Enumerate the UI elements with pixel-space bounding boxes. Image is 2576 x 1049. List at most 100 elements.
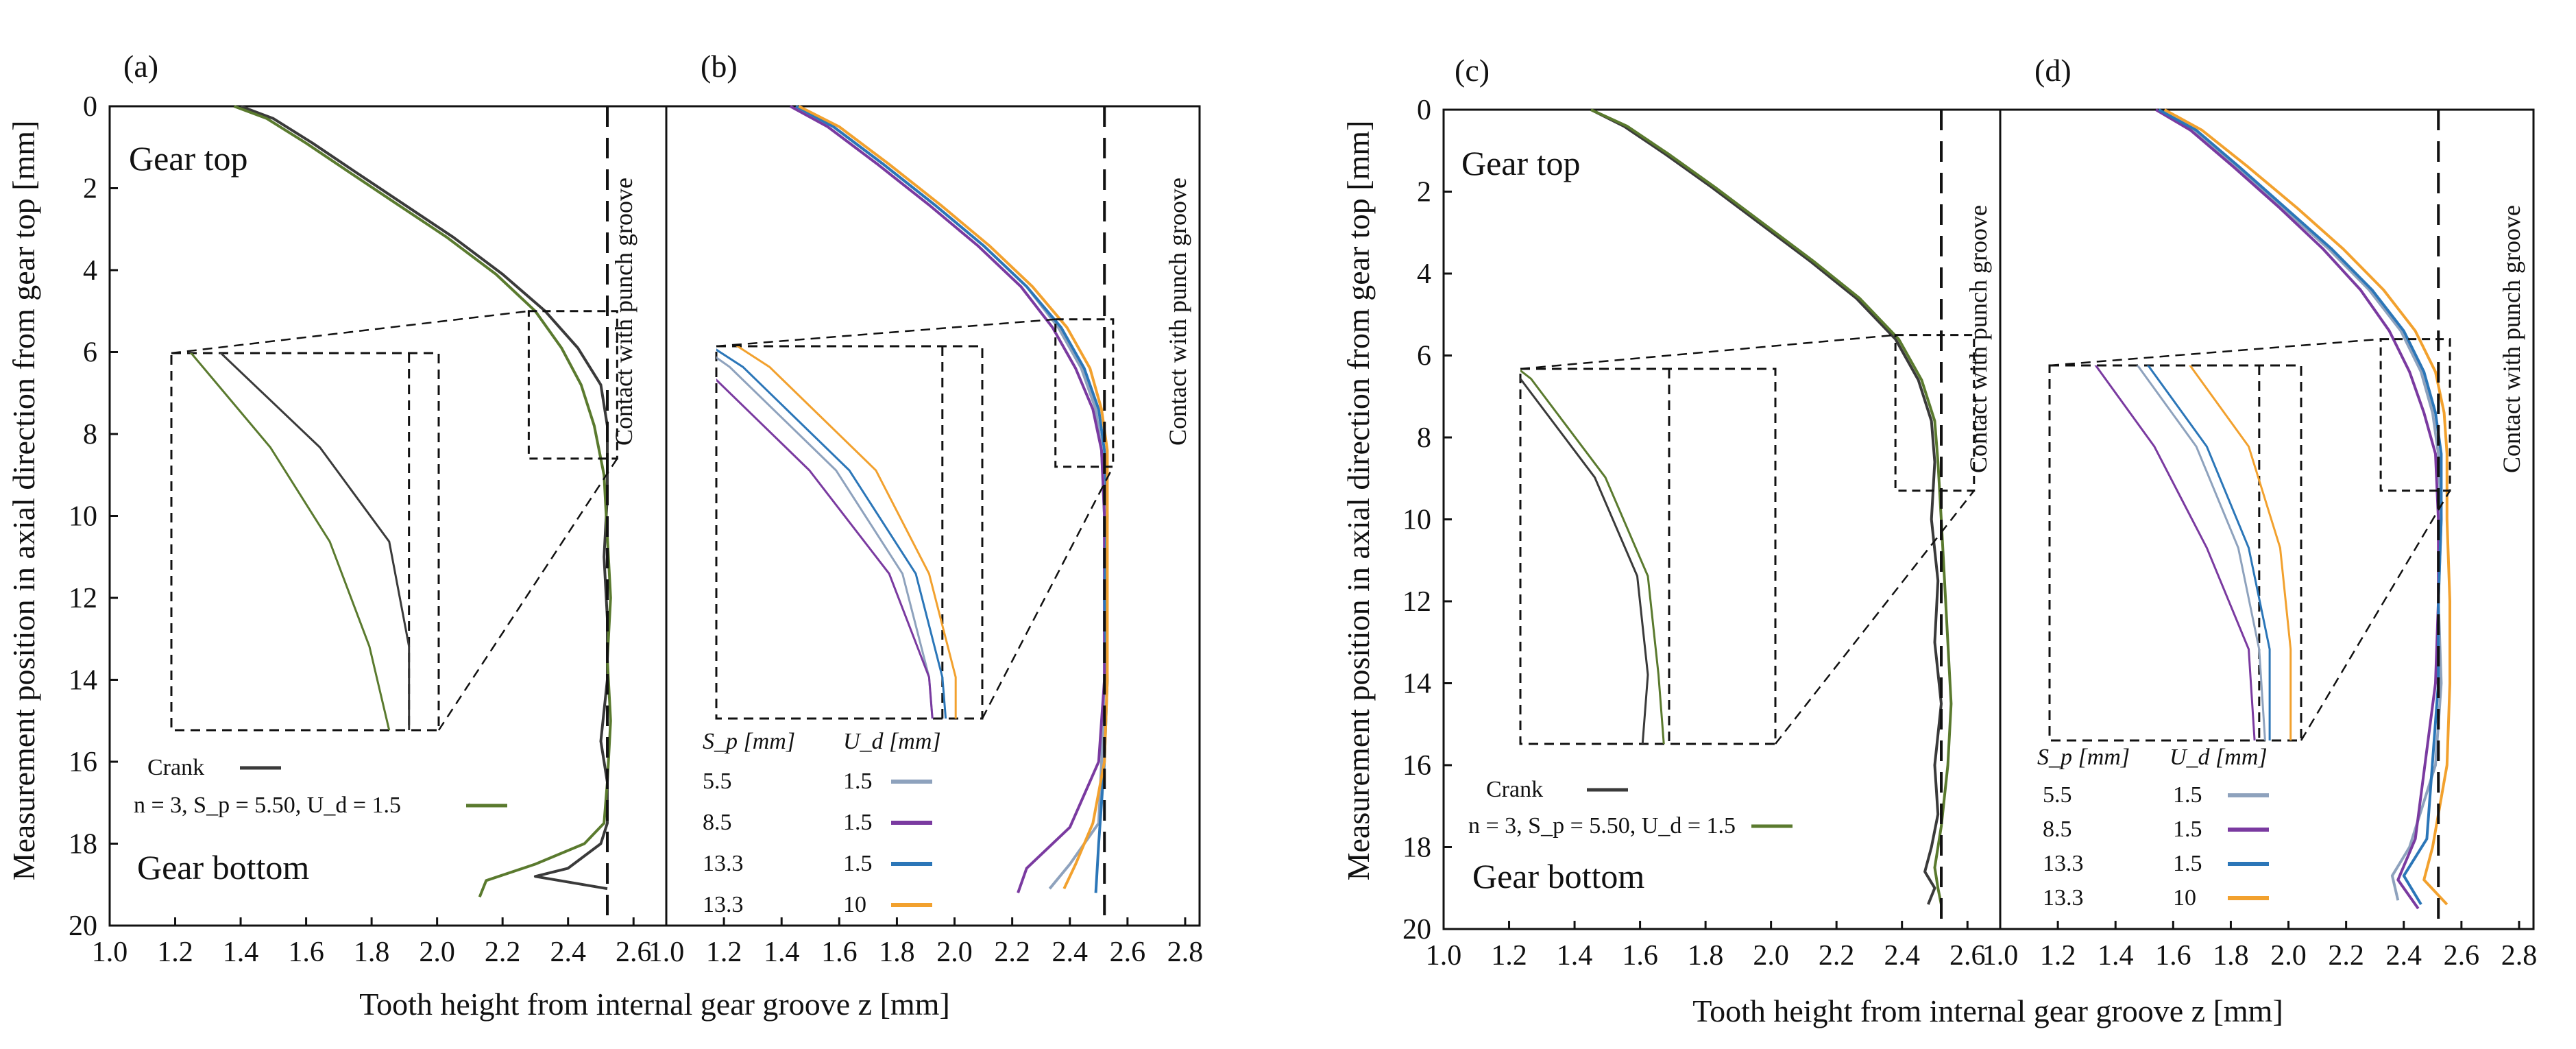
panel-a-ytick-label: 2 [83,173,97,205]
panel-b-contact-label: Contact with punch groove [1164,178,1191,446]
panel-c-ytick-label: 18 [1402,832,1431,864]
panel-d-inset-series-0 [2136,365,2266,740]
panel-c-contact-label: Contact with punch groove [1965,205,1992,473]
panel-a-xtick-label: 2.0 [419,937,455,968]
panel-c-zoom-source-box [1894,334,1976,492]
panel-d-legend-ud-1: 1.5 [2173,817,2202,842]
panel-d-zoom-source-box [2379,338,2451,492]
panel-a-zoom-source-box [527,310,618,460]
panel-b-inset [715,318,1114,720]
panel-c-series-line-0 [1590,108,1943,905]
panel-d-series-line-2 [2158,108,2443,906]
panel-b-legend-sp-0: 5.5 [703,769,732,794]
panel-c-xtick-label: 2.4 [1884,940,1920,972]
panel-c-label: (c) [1455,53,1490,88]
panel-c-xtick-label: 1.8 [1688,940,1724,972]
panel-d-xtick-label: 1.0 [1982,940,2019,972]
panel-d-inset [2048,338,2451,742]
panel-c-legend: Crank n = 3, S_p = 5.50, U_d = 1.5 [1468,777,1793,839]
panel-c-gear-top: Gear top [1461,144,1581,182]
y-axis-title-left: Measurement position in axial direction … [6,121,41,881]
panel-d-inset-connector [2300,490,2451,741]
panel-b-label: (b) [701,49,738,84]
panel-d-legend-ud-3: 10 [2173,885,2196,911]
panel-b-series-line-3 [798,105,1109,890]
panel-b-xtick-label: 2.2 [994,937,1030,968]
panel-b-xtick-label: 1.0 [648,937,685,968]
panel-b-xtick-label: 1.8 [879,937,915,968]
panel-a-ticks: 1.0 1.2 1.4 1.6 1.8 2.0 2.2 2.4 2.6 0 2 4 6 8 10 12 14 16… [69,91,651,968]
panel-d-xtick-label: 1.2 [2040,940,2076,972]
panel-b-inset-series-1 [716,378,934,719]
panel-b-zoom-source-box [1054,318,1115,468]
panel-b-legend-ud-0: 1.5 [843,769,873,794]
panel-d-label: (d) [2034,53,2071,88]
panel-c-xtick-label: 2.0 [1753,940,1789,972]
panel-a-ytick-label: 18 [69,829,97,860]
panel-c-inset-connector [1775,490,1975,745]
panel-c-ytick-label: 10 [1402,505,1431,536]
panel-a-inset-lines [189,353,411,730]
panel-a-xtick-label: 1.6 [288,937,324,968]
panel-d-series-line-3 [2163,108,2451,906]
panel-a-inset-frame [170,352,440,732]
panel-a-label: (a) [123,49,158,84]
panel-b-inset-lines [716,346,957,719]
panel-b-legend-sp-1: 8.5 [703,810,732,835]
panel-d-xtick-label: 1.6 [2155,940,2191,972]
panel-b-xtick-label: 1.6 [821,937,858,968]
panel-d-legend-sp-3: 13.3 [2043,885,2084,911]
panel-c-ticks: 1.0 1.2 1.4 1.6 1.8 2.0 2.2 2.4 2.6 0 2 4 6 8 10 12 14 16… [1402,95,1985,972]
panel-a-ytick-label: 6 [83,337,97,369]
panel-a-gear-bottom: Gear bottom [137,848,309,887]
panel-a-xtick-label: 1.2 [157,937,193,968]
panel-d-ticks: 1.0 1.2 1.4 1.6 1.8 2.0 2.2 2.4 2.6 2.8 [1982,921,2537,972]
panel-c-ytick-label: 16 [1402,750,1431,782]
panel-d-inset-lines [2094,365,2292,740]
panel-d-plot [2155,108,2451,910]
panel-b-xtick-label: 2.8 [1167,937,1204,968]
panel-d-xtick-label: 2.6 [2444,940,2480,972]
panel-a: (a) 1.0 1.2 1.4 1.6 1.8 2.0 2.2 2.4 2.6 0 2 4 6 8 10 12… [69,49,668,968]
panel-a-xtick-label: 2.2 [485,937,521,968]
panel-c-xtick-label: 1.6 [1622,940,1658,972]
panel-d-legend-head-sp: S_p [mm] [2037,745,2130,770]
panel-c-ytick-label: 20 [1402,914,1431,945]
panel-d-contact-label: Contact with punch groove [2498,205,2525,473]
panel-a-ytick-label: 10 [69,501,97,533]
panel-b-legend-head-sp: S_p [mm] [703,729,795,754]
panel-c-inset-lines [1520,369,1665,744]
panel-d-legend-sp-0: 5.5 [2043,782,2072,808]
panel-c-xtick-label: 2.6 [1949,940,1986,972]
panel-c-legend-label-n3: n = 3, S_p = 5.50, U_d = 1.5 [1468,813,1736,839]
panel-a-legend: Crank n = 3, S_p = 5.50, U_d = 1.5 [134,755,507,818]
panel-b-legend: S_p [mm] U_d [mm] 5.5 1.5 8.5 1.5 13.3 1.5 13.… [703,729,941,917]
panel-a-inset-connector [171,310,529,354]
panel-b-inset-connector [981,466,1114,719]
panel-b-legend-ud-1: 1.5 [843,810,873,835]
panel-b-legend-sp-2: 13.3 [703,851,744,876]
panel-b: (b) 1.0 1.2 1.4 1.6 1.8 2.0 2.2 2.4 2.6 2.8 Conta… [648,49,1204,968]
panel-c-inset-connector [1520,334,1896,370]
panel-d: (d) 1.0 1.2 1.4 1.6 1.8 2.0 2.2 2.4 2.6 2.8 Conta… [1982,53,2537,972]
panel-a-ytick-label: 8 [83,419,97,450]
panel-a-inset-series-0 [219,353,411,730]
panel-c-inset-series-0 [1520,377,1649,744]
panel-d-legend: S_p [mm] U_d [mm] 5.5 1.5 8.5 1.5 13.3 1.5 13.… [2037,745,2269,911]
panel-d-inset-series-3 [2189,365,2292,740]
panel-d-inset-frame [2048,364,2302,742]
panel-d-xtick-label: 2.8 [2501,940,2538,972]
panel-b-legend-ud-3: 10 [843,892,866,917]
panel-c-gear-bottom: Gear bottom [1472,857,1644,895]
panel-b-inset-connector [716,318,1056,348]
panel-c-ytick-label: 14 [1402,668,1431,700]
x-axis-title-left: Tooth height from internal gear groove z… [359,987,950,1022]
panel-b-xtick-label: 2.0 [936,937,973,968]
panel-c-xtick-label: 2.2 [1819,940,1855,972]
panel-b-xtick-label: 2.4 [1052,937,1089,968]
panel-c-ytick-label: 0 [1417,95,1431,126]
panel-c-ytick-label: 6 [1417,341,1431,372]
panel-a-xtick-label: 1.0 [92,937,128,968]
panel-c-ytick-label: 2 [1417,177,1431,208]
panel-d-inset-series-1 [2094,365,2256,740]
